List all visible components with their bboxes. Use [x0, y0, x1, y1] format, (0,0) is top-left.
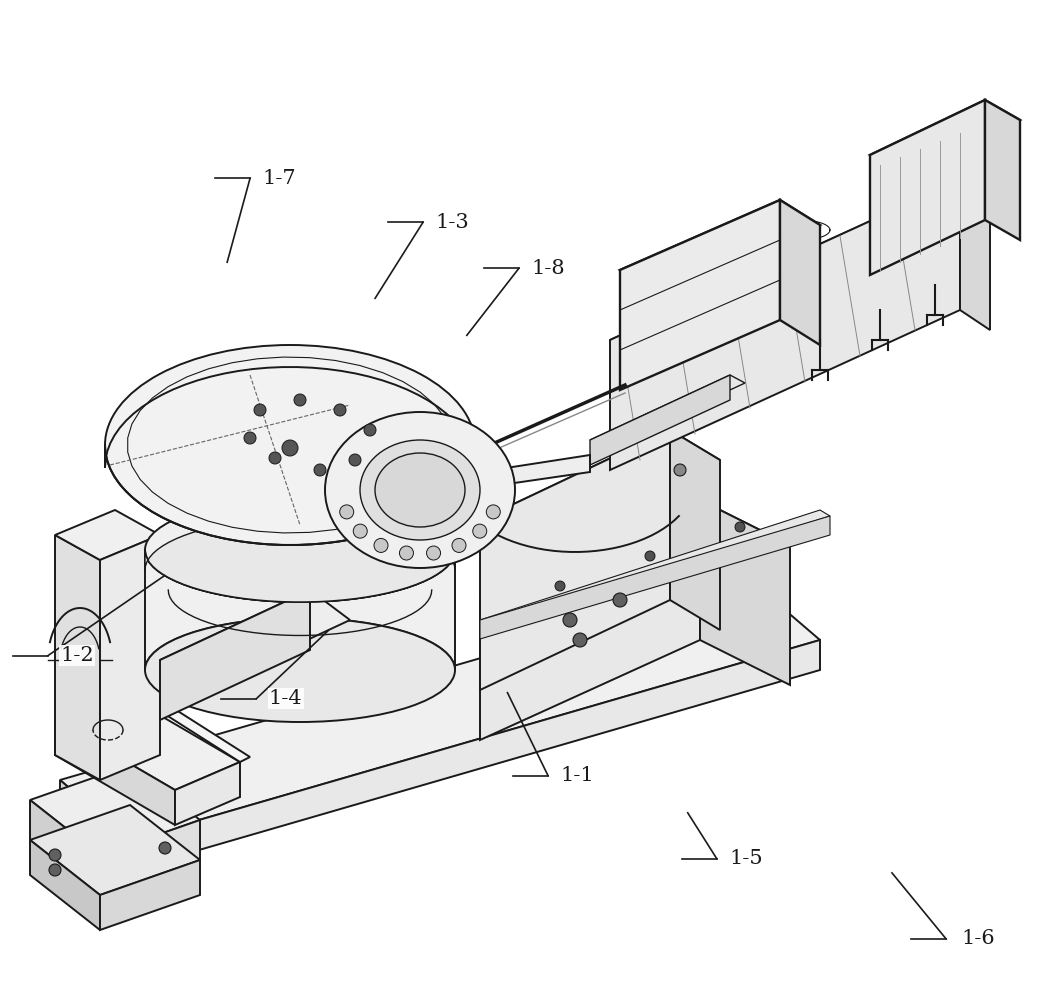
Polygon shape: [130, 640, 820, 870]
Circle shape: [294, 394, 306, 406]
Polygon shape: [620, 200, 820, 295]
Ellipse shape: [375, 453, 465, 527]
Text: 1-1: 1-1: [561, 767, 594, 785]
Polygon shape: [60, 780, 130, 870]
Polygon shape: [960, 180, 990, 330]
Polygon shape: [590, 375, 745, 448]
Polygon shape: [700, 500, 790, 685]
Circle shape: [735, 522, 745, 532]
Polygon shape: [105, 367, 475, 545]
Polygon shape: [985, 100, 1020, 240]
Polygon shape: [480, 510, 830, 626]
Circle shape: [645, 551, 655, 561]
Ellipse shape: [325, 412, 515, 568]
Circle shape: [555, 581, 565, 591]
Ellipse shape: [105, 345, 475, 545]
Circle shape: [314, 464, 326, 476]
Polygon shape: [670, 430, 720, 630]
Polygon shape: [780, 200, 820, 345]
Text: 1-4: 1-4: [269, 690, 302, 708]
Polygon shape: [100, 860, 200, 930]
Polygon shape: [480, 500, 790, 645]
Polygon shape: [160, 590, 350, 690]
Circle shape: [426, 546, 441, 560]
Polygon shape: [55, 692, 240, 790]
Circle shape: [674, 464, 686, 476]
Circle shape: [573, 633, 587, 647]
Polygon shape: [480, 430, 670, 690]
Text: 1-2: 1-2: [60, 647, 94, 665]
Polygon shape: [175, 762, 240, 825]
Text: 1-3: 1-3: [436, 213, 469, 231]
Circle shape: [487, 505, 500, 519]
Polygon shape: [55, 535, 100, 780]
Circle shape: [473, 525, 487, 539]
Circle shape: [563, 613, 577, 627]
Polygon shape: [480, 516, 830, 639]
Polygon shape: [30, 840, 100, 930]
Ellipse shape: [145, 618, 455, 722]
Text: 1-8: 1-8: [531, 259, 565, 277]
Circle shape: [613, 593, 627, 607]
Circle shape: [282, 440, 298, 456]
Circle shape: [340, 505, 353, 519]
Ellipse shape: [359, 440, 480, 540]
Polygon shape: [610, 180, 960, 470]
Polygon shape: [30, 765, 200, 855]
Circle shape: [269, 452, 281, 464]
Circle shape: [244, 432, 256, 444]
Polygon shape: [350, 450, 490, 590]
Circle shape: [254, 404, 266, 416]
Polygon shape: [610, 180, 990, 360]
Circle shape: [159, 842, 171, 854]
Polygon shape: [145, 519, 455, 602]
Polygon shape: [145, 550, 455, 670]
Polygon shape: [160, 590, 311, 720]
Circle shape: [364, 424, 376, 436]
Polygon shape: [100, 535, 160, 780]
Polygon shape: [30, 800, 100, 895]
Circle shape: [353, 525, 367, 539]
Circle shape: [349, 454, 361, 466]
Polygon shape: [590, 375, 730, 465]
Polygon shape: [870, 100, 985, 275]
Circle shape: [452, 539, 466, 553]
Polygon shape: [480, 430, 720, 550]
Polygon shape: [100, 820, 200, 895]
Polygon shape: [60, 580, 820, 840]
Polygon shape: [130, 687, 250, 762]
Circle shape: [374, 539, 388, 553]
Polygon shape: [55, 510, 160, 560]
Polygon shape: [480, 455, 590, 488]
Circle shape: [399, 546, 414, 560]
Text: 1-6: 1-6: [962, 930, 995, 948]
Text: 1-5: 1-5: [729, 850, 763, 868]
Text: 1-7: 1-7: [263, 169, 296, 187]
Polygon shape: [480, 500, 700, 740]
Polygon shape: [55, 720, 175, 825]
Circle shape: [49, 864, 61, 876]
Ellipse shape: [145, 498, 455, 602]
Circle shape: [49, 849, 61, 861]
Circle shape: [334, 404, 346, 416]
Polygon shape: [30, 805, 200, 895]
Polygon shape: [620, 200, 780, 390]
Polygon shape: [870, 100, 1020, 175]
